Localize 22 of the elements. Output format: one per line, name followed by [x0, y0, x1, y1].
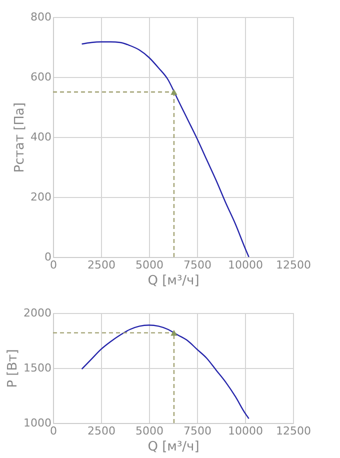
- y-axis-title: P [Вт]: [6, 349, 21, 388]
- x-tick-label: 12500: [276, 258, 311, 272]
- x-tick-label: 2500: [88, 258, 116, 272]
- y-tick-label: 400: [30, 130, 52, 144]
- x-axis-title: Q [м³/ч]: [148, 440, 200, 454]
- y-tick-label: 1000: [24, 416, 52, 430]
- y-tick-label: 1500: [24, 362, 52, 374]
- x-tick-label: 7500: [184, 424, 212, 438]
- y-axis-title: Pстат [Па]: [12, 102, 28, 173]
- x-tick-label: 12500: [276, 424, 311, 438]
- y-tick-label: 200: [30, 190, 52, 204]
- x-tick-label: 2500: [88, 424, 116, 438]
- y-tick-label: 800: [30, 10, 52, 24]
- x-tick-label: 5000: [136, 424, 164, 438]
- x-axis-title: Q [м³/ч]: [148, 274, 200, 288]
- x-tick-label: 10000: [228, 424, 263, 438]
- x-tick-label: 10000: [228, 258, 263, 272]
- y-tick-label: 600: [30, 70, 52, 84]
- x-tick-label: 7500: [184, 258, 212, 272]
- y-tick-label: 0: [44, 250, 52, 264]
- x-tick-label: 5000: [136, 258, 164, 272]
- y-tick-label: 2000: [24, 306, 52, 320]
